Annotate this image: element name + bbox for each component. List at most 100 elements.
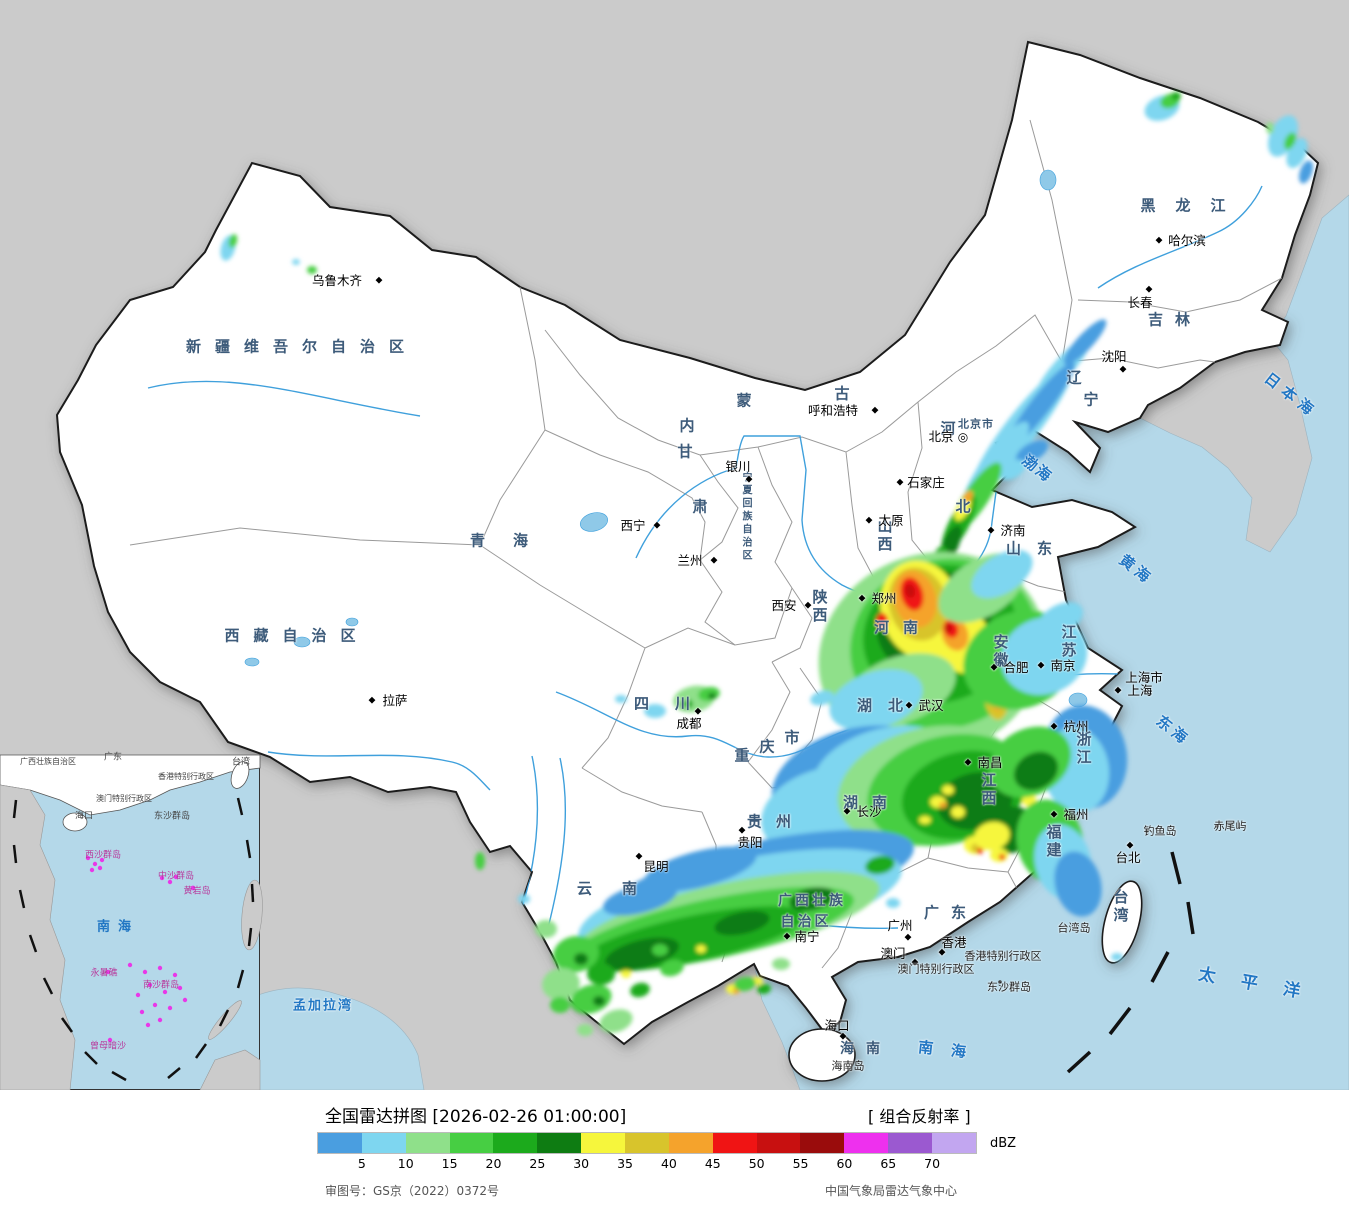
radar-echo <box>602 882 678 916</box>
map-area: 新疆维吾尔自治区 西藏自治区 青海甘肃内蒙古黑龙江 吉林辽宁河北山西 山东 陕西 河南 江苏安… <box>0 0 1349 1090</box>
legend-tick-label: 60 <box>836 1156 853 1171</box>
radar-echo <box>570 984 612 1014</box>
radar-echo <box>1299 160 1313 184</box>
radar-echo <box>615 695 627 703</box>
nine-dash-line <box>1066 851 1195 1074</box>
legend-tick-label: 35 <box>617 1156 634 1171</box>
legend-color-cell <box>493 1133 538 1153</box>
credit-label: 中国气象局雷达气象中心 <box>825 1184 958 1198</box>
legend-tick-label: 25 <box>529 1156 546 1171</box>
legend-color-cell <box>932 1133 976 1153</box>
legend-bar <box>317 1132 977 1154</box>
inset-luzon <box>241 879 263 951</box>
radar-echo <box>1037 601 1083 639</box>
radar-echo <box>644 704 666 718</box>
radar-echo <box>292 259 300 265</box>
radar-echo <box>621 970 631 978</box>
radar-echo <box>679 699 693 709</box>
radar-echo <box>652 944 668 956</box>
legend-tick-label: 70 <box>924 1156 941 1171</box>
radar-echo <box>1054 851 1102 917</box>
inset-taiwan <box>230 761 250 789</box>
radar-echo <box>734 976 756 992</box>
legend-tick-label: 5 <box>357 1156 366 1171</box>
radar-echo <box>577 1024 593 1036</box>
radar-echo <box>865 855 895 875</box>
legend-color-cell <box>449 1133 494 1153</box>
radar-echo <box>939 802 947 808</box>
radar-echo <box>977 848 983 854</box>
radar-echo <box>593 996 605 1006</box>
radar-echo <box>708 693 716 699</box>
radar-echo <box>990 848 1008 862</box>
inset-island-markers <box>85 855 196 1043</box>
radar-echo <box>574 953 588 965</box>
radar-echo <box>475 852 485 870</box>
taiwan-island <box>1101 880 1143 964</box>
radar-echo <box>886 898 900 908</box>
radar-echo <box>714 910 770 936</box>
legend-color-cell <box>537 1133 582 1153</box>
inset-borneo <box>199 1049 261 1090</box>
radar-echo <box>518 894 530 904</box>
radar-echo <box>1014 751 1058 791</box>
legend-color-cell <box>361 1133 406 1153</box>
legend-panel: 全国雷达拼图 [2026-02-26 01:00:00] [ 组合反射率 ] d… <box>0 1090 1349 1208</box>
radar-echo <box>1284 132 1296 150</box>
legend-color-cell <box>712 1133 757 1153</box>
radar-echo <box>971 549 1033 599</box>
radar-echo <box>1266 122 1274 134</box>
radar-echo <box>954 497 972 521</box>
legend-tick-label: 15 <box>441 1156 458 1171</box>
radar-echo <box>999 854 1005 860</box>
legend-color-cell <box>581 1133 626 1153</box>
legend-tick-label: 45 <box>704 1156 721 1171</box>
radar-echo <box>630 982 650 998</box>
legend-color-cell <box>318 1133 362 1153</box>
south-china-sea-inset <box>0 754 263 1090</box>
radar-echo <box>696 945 706 953</box>
radar-echo <box>963 490 973 504</box>
radar-echo <box>757 983 771 995</box>
legend-color-cell <box>888 1133 933 1153</box>
legend-unit: dBZ <box>990 1136 1017 1151</box>
legend-color-cell <box>800 1133 845 1153</box>
bay-of-bengal <box>224 987 425 1090</box>
legend-tick-label: 30 <box>573 1156 590 1171</box>
legend-ticks: 5 10 15 20 25 30 35 40 45 50 55 60 65 70 <box>318 1156 976 1172</box>
legend-tick-label: 20 <box>485 1156 502 1171</box>
radar-echo <box>772 958 790 970</box>
radar-echo-layer <box>220 92 1313 1036</box>
radar-echo <box>810 690 834 706</box>
radar-echo <box>904 584 916 598</box>
radar-echo <box>1000 459 1026 481</box>
radar-echo <box>1015 440 1049 464</box>
approval-number: 审图号：GS京（2022）0372号 <box>325 1184 499 1198</box>
inset-hainan <box>62 812 88 832</box>
radar-echo <box>550 997 570 1013</box>
radar-echo <box>951 806 965 818</box>
radar-echo <box>228 234 238 248</box>
qinghai-lake <box>579 512 609 532</box>
legend-color-cell <box>756 1133 801 1153</box>
radar-echo <box>660 959 684 977</box>
radar-echo <box>599 1009 633 1033</box>
radar-echo <box>587 963 615 985</box>
radar-echo <box>944 623 952 633</box>
radar-echo <box>919 816 931 824</box>
legend-color-cell <box>668 1133 713 1153</box>
radar-echo <box>942 785 954 795</box>
radar-echo <box>542 967 580 1001</box>
offshore-island-dots <box>998 824 1219 984</box>
inset-indochina <box>0 784 76 1090</box>
radar-echo <box>1000 617 1088 695</box>
legend-tick-label: 65 <box>880 1156 897 1171</box>
legend-tick-label: 50 <box>748 1156 765 1171</box>
radar-echo <box>829 669 923 731</box>
legend-color-cell <box>625 1133 669 1153</box>
radar-echo <box>876 613 888 629</box>
china-radar-map <box>0 0 1349 1090</box>
radar-echo <box>643 846 757 892</box>
legend-tick-label: 40 <box>660 1156 677 1171</box>
